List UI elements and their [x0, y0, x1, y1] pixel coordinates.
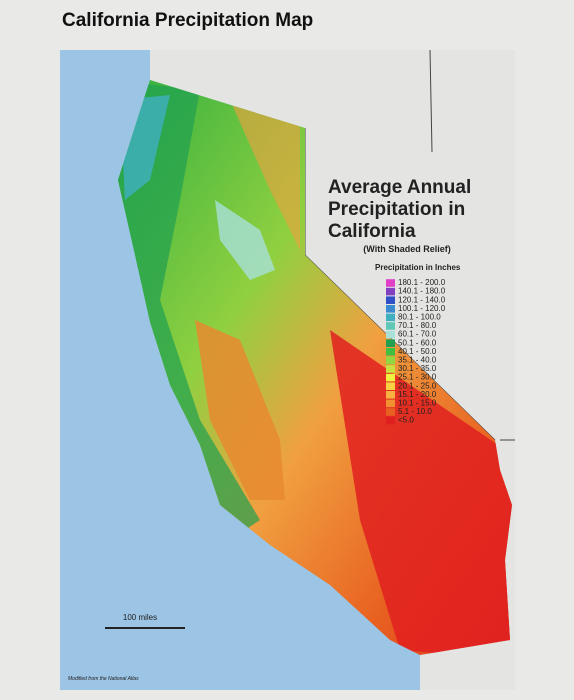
- legend-swatch: [386, 313, 395, 322]
- map-title-line: Average Annual: [328, 177, 471, 198]
- northeast: [230, 100, 300, 250]
- credit: Modified from the National Atlas: [68, 676, 139, 682]
- legend-label: 100.1 - 120.0: [398, 304, 446, 313]
- legend-label: 10.1 - 15.0: [398, 399, 437, 408]
- legend-swatch: [386, 330, 395, 339]
- legend-swatch: [386, 408, 395, 416]
- wet-coast: [118, 80, 260, 540]
- map-title-line: Precipitation in: [328, 199, 465, 220]
- legend-label: 120.1 - 140.0: [398, 295, 446, 304]
- legend-swatch: [386, 382, 395, 390]
- legend-swatch: [386, 322, 395, 330]
- legend-label: 40.1 - 50.0: [398, 347, 437, 356]
- map-title-line: California: [328, 221, 416, 242]
- legend-label: 30.1 - 35.0: [398, 364, 437, 373]
- sierra-high: [215, 200, 275, 280]
- neighbor-states: [150, 50, 515, 690]
- legend-swatch: [386, 399, 395, 408]
- legend-swatch: [386, 279, 395, 287]
- legend-label: 60.1 - 70.0: [398, 330, 437, 339]
- legend-label: 20.1 - 25.0: [398, 381, 437, 390]
- legend-label: 70.1 - 80.0: [398, 321, 437, 330]
- legend-swatch: [386, 287, 395, 296]
- legend-swatch: [386, 356, 395, 365]
- legend-swatch: [386, 305, 395, 313]
- legend-label: <5.0: [398, 416, 414, 425]
- desert: [330, 330, 512, 655]
- legend-swatch: [386, 348, 395, 356]
- legend-label: 35.1 - 40.0: [398, 356, 437, 365]
- page-title: California Precipitation Map: [62, 10, 314, 31]
- legend-label: 80.1 - 100.0: [398, 313, 441, 322]
- precip-zones: [118, 80, 512, 655]
- legend-title: Precipitation in Inches: [375, 263, 461, 272]
- legend-swatch: [386, 391, 395, 399]
- legend-label: 50.1 - 60.0: [398, 338, 437, 347]
- legend-label: 180.1 - 200.0: [398, 278, 446, 287]
- legend-swatch: [386, 296, 395, 304]
- legend-swatch: [386, 339, 395, 347]
- map-subtitle: (With Shaded Relief): [363, 244, 450, 254]
- central-valley: [195, 320, 285, 500]
- legend-swatch: [386, 373, 395, 382]
- legend-label: 15.1 - 20.0: [398, 390, 437, 399]
- scale-label: 100 miles: [123, 613, 157, 622]
- legend-swatch: [386, 416, 395, 425]
- legend-swatch: [386, 365, 395, 373]
- legend-label: 140.1 - 180.0: [398, 287, 446, 296]
- legend-label: 5.1 - 10.0: [398, 407, 432, 416]
- legend-label: 25.1 - 30.0: [398, 373, 437, 382]
